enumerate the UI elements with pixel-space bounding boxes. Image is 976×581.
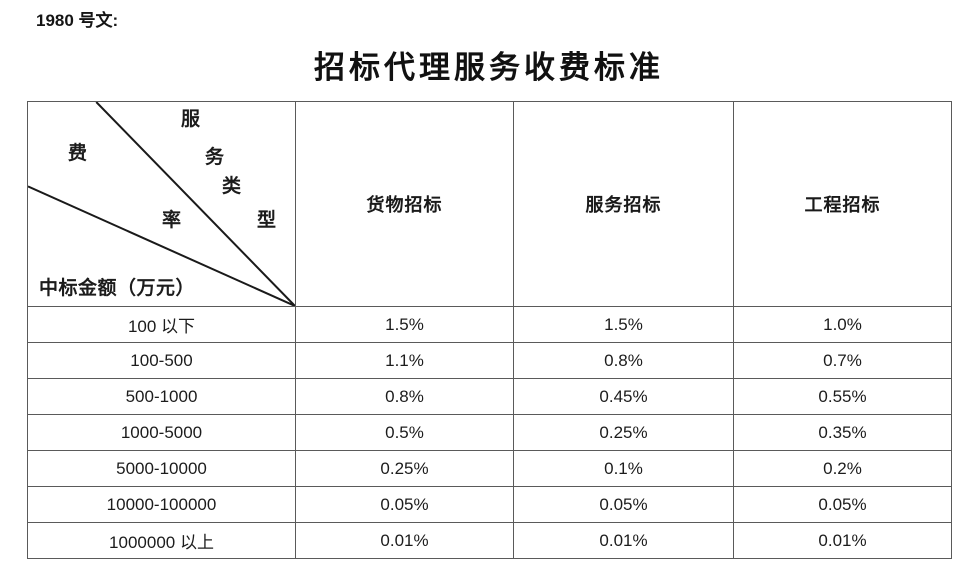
fee-value-cell: 0.05% [733,486,952,523]
fee-value-cell: 0.05% [295,486,514,523]
corner-label-service-char: 类 [222,176,242,197]
fee-value-cell: 0.35% [733,414,952,451]
fee-value-cell: 1.1% [295,342,514,379]
fee-value-cell: 0.2% [733,450,952,487]
fee-value-cell: 1.0% [733,306,952,343]
column-header-engineering: 工程招标 [733,101,952,307]
corner-label-service-char: 型 [257,210,277,231]
table-row: 1000000 以上 0.01% 0.01% 0.01% [27,522,952,559]
fee-value-cell: 0.1% [513,450,734,487]
table-row: 10000-100000 0.05% 0.05% 0.05% [27,486,952,523]
fee-value-cell: 0.01% [513,522,734,559]
amount-range-cell: 1000-5000 [27,414,296,451]
fee-value-cell: 0.25% [513,414,734,451]
column-header-goods: 货物招标 [295,101,514,307]
fee-value-cell: 0.45% [513,378,734,415]
corner-label-service-char: 服 [181,109,201,130]
page-title: 招标代理服务收费标准 [314,50,664,85]
document-number: 1980 号文: [36,11,119,30]
amount-range-cell: 100 以下 [27,306,296,343]
amount-range-cell: 500-1000 [27,378,296,415]
table-row: 5000-10000 0.25% 0.1% 0.2% [27,450,952,487]
diagonal-corner-cell: 服 务 类 型 费 率 中标金额（万元） [27,101,296,307]
fee-value-cell: 0.01% [295,522,514,559]
column-header-services: 服务招标 [513,101,734,307]
table-row: 100 以下 1.5% 1.5% 1.0% [27,306,952,343]
fee-value-cell: 0.25% [295,450,514,487]
amount-range-cell: 5000-10000 [27,450,296,487]
diagonal-lines [28,102,295,306]
fee-value-cell: 0.05% [513,486,734,523]
corner-label-service-char: 务 [205,147,225,168]
fee-value-cell: 0.55% [733,378,952,415]
table-row: 1000-5000 0.5% 0.25% 0.35% [27,414,952,451]
fee-value-cell: 0.5% [295,414,514,451]
amount-range-cell: 100-500 [27,342,296,379]
table-header-row: 服 务 类 型 费 率 中标金额（万元） 货物招标 服务招标 工程招标 [27,101,952,307]
corner-label-amount: 中标金额（万元） [39,278,196,299]
fee-value-cell: 0.8% [295,378,514,415]
fee-value-cell: 0.7% [733,342,952,379]
table-row: 500-1000 0.8% 0.45% 0.55% [27,378,952,415]
fee-schedule-table: 服 务 类 型 费 率 中标金额（万元） 货物招标 服务招标 工程招标 100 … [27,101,952,559]
amount-range-cell: 1000000 以上 [27,522,296,559]
fee-value-cell: 0.01% [733,522,952,559]
fee-value-cell: 0.8% [513,342,734,379]
fee-value-cell: 1.5% [295,306,514,343]
fee-value-cell: 1.5% [513,306,734,343]
table-row: 100-500 1.1% 0.8% 0.7% [27,342,952,379]
amount-range-cell: 10000-100000 [27,486,296,523]
corner-label-rate-char: 费 [68,143,88,164]
corner-label-rate-char: 率 [162,210,182,231]
